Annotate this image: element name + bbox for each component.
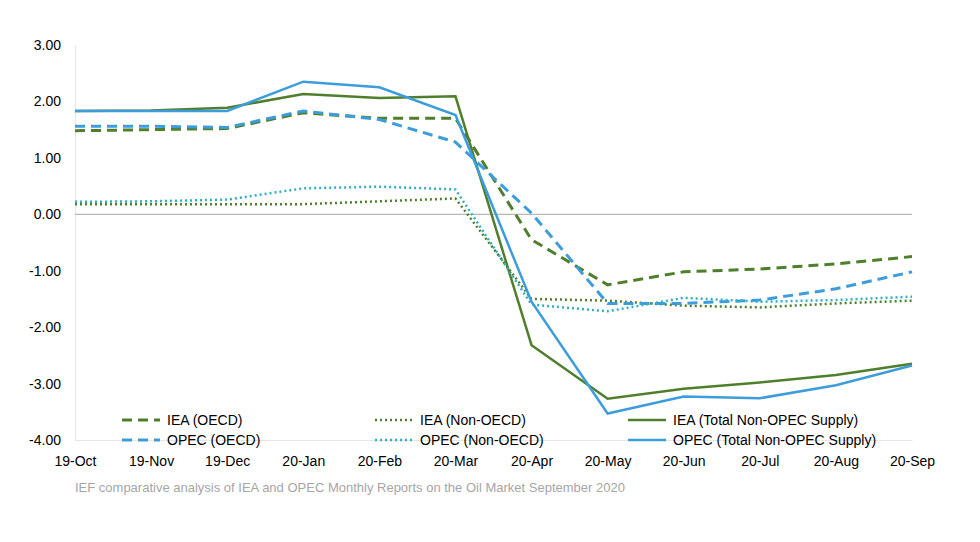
legend-label: OPEC (Non-OECD) [420,432,544,448]
legend-swatch [122,419,160,422]
x-tick-label: 20-Aug [814,453,859,469]
legend-item: OPEC (Non-OECD) [375,432,544,448]
y-tick-label: 2.00 [34,93,61,109]
y-tick: 3.00 [34,37,75,53]
y-tick: 1.00 [34,150,75,166]
series-line [75,82,912,414]
x-tick-label: 20-Apr [511,453,553,469]
y-axis-line [75,46,76,441]
y-tick-label: -4.00 [29,432,61,448]
legend-label: OPEC (OECD) [167,432,260,448]
legend-swatch [628,439,666,442]
x-tick: 20-Sep [890,440,935,469]
legend-label: IEA (Non-OECD) [420,412,526,428]
legend-item: OPEC (Total Non-OPEC Supply) [628,432,876,448]
x-tick-label: 19-Oct [54,453,96,469]
x-tick: 20-May [585,440,632,469]
y-tick: -3.00 [29,376,75,392]
y-tick-label: -2.00 [29,319,61,335]
y-tick-label: 0.00 [34,206,61,222]
y-tick-label: 1.00 [34,150,61,166]
legend-swatch [375,419,413,422]
legend-item: OPEC (OECD) [122,432,260,448]
legend-item: IEA (OECD) [122,412,242,428]
y-axis: -4.00 -3.00 -2.00 -1.00 0.00 1.00 2.00 3.00 [29,37,75,448]
series-line [75,198,912,307]
x-tick: 20-Jan [282,440,325,469]
x-tick-label: 19-Dec [205,453,250,469]
x-tick-label: 19-Nov [129,453,174,469]
x-tick-label: 20-Jun [663,453,706,469]
x-tick: 19-Oct [54,440,96,469]
x-tick-label: 20-Feb [358,453,403,469]
legend-item: IEA (Non-OECD) [375,412,526,428]
y-tick: -1.00 [29,263,75,279]
y-tick: -4.00 [29,432,75,448]
series-line [75,94,912,399]
x-tick-label: 20-May [585,453,632,469]
y-tick-label: -3.00 [29,376,61,392]
legend-label: IEA (Total Non-OPEC Supply) [673,412,858,428]
y-tick: 0.00 [34,206,75,222]
x-tick-label: 20-Mar [434,453,479,469]
x-tick: 20-Feb [358,440,403,469]
series-line [75,113,912,285]
y-tick: 2.00 [34,93,75,109]
source-note: IEF comparative analysis of IEA and OPEC… [75,480,625,495]
legend-label: IEA (OECD) [167,412,242,428]
x-tick-label: 20-Jul [741,453,779,469]
x-tick-label: 20-Sep [890,453,935,469]
legend: IEA (OECD) IEA (Non-OECD) IEA (Total Non-O… [122,412,876,448]
y-tick-label: 3.00 [34,37,61,53]
legend-swatch [122,439,160,442]
chart: -4.00 -3.00 -2.00 -1.00 0.00 1.00 2.00 3.00 19-O… [0,0,980,542]
legend-swatch [375,439,413,442]
legend-item: IEA (Total Non-OPEC Supply) [628,412,858,428]
x-tick-label: 20-Jan [282,453,325,469]
legend-label: OPEC (Total Non-OPEC Supply) [673,432,876,448]
zero-line [75,214,912,215]
y-tick: -2.00 [29,319,75,335]
lines [75,82,912,414]
y-tick-label: -1.00 [29,263,61,279]
legend-swatch [628,419,666,422]
